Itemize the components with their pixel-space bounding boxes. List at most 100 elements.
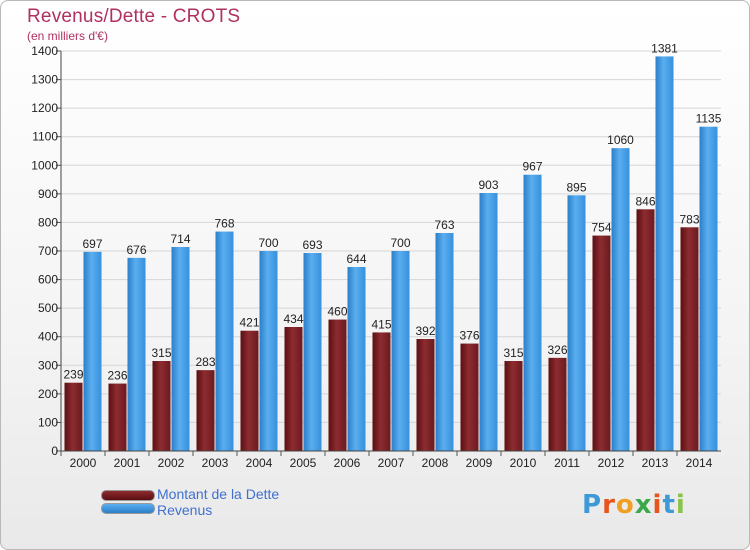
chart-subtitle: (en milliers d'€)	[27, 29, 108, 43]
data-label-revenue: 693	[302, 238, 322, 252]
data-label-revenue: 700	[390, 236, 410, 250]
data-label-debt: 754	[591, 221, 611, 235]
bar-revenue	[127, 257, 146, 451]
legend-label-revenue: Revenus	[157, 502, 213, 518]
x-tick-label: 2013	[642, 456, 669, 470]
data-label-debt: 239	[63, 368, 83, 382]
y-tick-label: 1100	[32, 130, 58, 144]
legend-label-debt: Montant de la Dette	[157, 486, 280, 502]
bar-debt	[548, 357, 567, 451]
data-label-revenue: 1381	[651, 41, 678, 55]
x-tick-label: 2006	[334, 456, 361, 470]
bar-debt	[636, 209, 655, 451]
bar-revenue	[655, 56, 674, 452]
bar-revenue	[479, 193, 498, 451]
data-label-revenue: 714	[170, 232, 190, 246]
logo-letter: P	[582, 490, 603, 520]
bar-revenue	[611, 148, 630, 451]
data-label-debt: 783	[679, 212, 699, 226]
data-label-debt: 421	[239, 316, 259, 330]
bar-revenue	[259, 251, 278, 451]
logo-letter: i	[652, 490, 663, 520]
x-tick-label: 2004	[246, 456, 273, 470]
data-label-debt: 315	[503, 346, 523, 360]
bar-debt	[152, 361, 171, 451]
data-label-debt: 376	[459, 329, 479, 343]
y-tick-label: 600	[38, 273, 58, 287]
data-label-debt: 315	[151, 346, 171, 360]
x-tick-label: 2009	[466, 456, 493, 470]
data-label-debt: 415	[371, 317, 391, 331]
data-label-debt: 326	[547, 343, 567, 357]
bars	[64, 56, 718, 452]
y-tick-label: 1300	[31, 73, 58, 87]
data-labels: 239 697 236 676 315 714 283 768 421 700 434 693 460 6…	[63, 41, 721, 382]
logo-letter: r	[602, 490, 616, 520]
bar-revenue	[435, 233, 454, 451]
bar-debt	[108, 383, 127, 451]
data-label-revenue: 1135	[696, 112, 722, 126]
bar-revenue	[523, 174, 542, 451]
y-tick-label: 1200	[31, 101, 58, 115]
x-tick-label: 2000	[70, 456, 97, 470]
data-label-revenue: 700	[258, 236, 278, 250]
bar-revenue	[171, 247, 190, 451]
bar-debt	[240, 330, 259, 451]
grid-lines	[61, 50, 721, 452]
bar-debt	[64, 382, 83, 451]
y-tick-label: 700	[38, 244, 58, 258]
x-tick-label: 2003	[202, 456, 229, 470]
data-label-debt: 283	[195, 355, 215, 369]
x-tick-label: 2001	[114, 456, 141, 470]
bar-debt	[680, 227, 699, 451]
chart-title: Revenus/Dette - CROTS	[27, 6, 241, 27]
logo-letter: o	[615, 490, 635, 520]
logo-letter: t	[662, 490, 676, 520]
bar-revenue	[347, 267, 366, 451]
data-label-revenue: 967	[522, 160, 542, 174]
proxiti-logo: Proxiti	[582, 490, 686, 520]
y-tick-label: 200	[38, 387, 58, 401]
bar-debt	[328, 319, 347, 451]
y-tick-label: 1000	[31, 158, 58, 172]
bar-debt	[372, 332, 391, 451]
bar-debt	[592, 235, 611, 451]
data-label-revenue: 768	[214, 217, 234, 231]
y-tick-label: 100	[38, 415, 58, 429]
bar-revenue	[83, 251, 102, 451]
x-tick-label: 2007	[378, 456, 405, 470]
legend-swatch-revenue	[101, 503, 155, 514]
y-tick-label: 900	[38, 187, 58, 201]
x-tick-label: 2014	[686, 456, 713, 470]
y-tick-label: 1400	[31, 44, 58, 58]
data-label-revenue: 644	[346, 252, 366, 266]
data-label-revenue: 903	[478, 178, 498, 192]
data-label-debt: 460	[327, 305, 347, 319]
bar-debt	[284, 327, 303, 451]
bar-debt	[196, 370, 215, 451]
bar-revenue	[391, 251, 410, 451]
x-tick-label: 2008	[422, 456, 449, 470]
x-tick-label: 2011	[554, 456, 580, 470]
x-tick-label: 2005	[290, 456, 317, 470]
data-label-debt: 392	[415, 324, 435, 338]
data-label-debt: 236	[107, 369, 127, 383]
data-label-revenue: 895	[566, 180, 586, 194]
x-tick-label: 2010	[510, 456, 537, 470]
data-label-revenue: 676	[126, 243, 146, 257]
data-label-revenue: 1060	[607, 133, 634, 147]
bar-debt	[416, 339, 435, 451]
y-tick-label: 300	[38, 358, 58, 372]
data-label-debt: 434	[283, 312, 303, 326]
bar-debt	[460, 343, 479, 451]
y-tick-label: 800	[38, 215, 58, 229]
y-tick-label: 500	[38, 301, 58, 315]
x-tick-label: 2002	[158, 456, 185, 470]
data-label-revenue: 697	[82, 237, 102, 251]
bar-debt	[504, 361, 523, 451]
legend-swatch-debt	[101, 490, 155, 501]
data-label-revenue: 763	[434, 218, 454, 232]
y-tick-label: 0	[51, 444, 58, 458]
